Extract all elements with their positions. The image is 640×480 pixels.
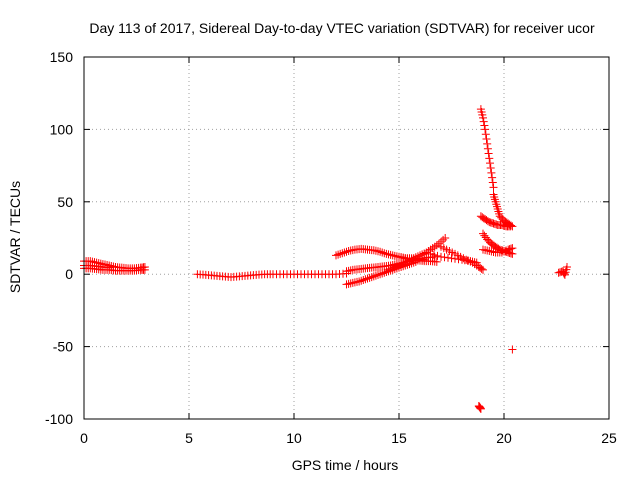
data-point — [392, 261, 401, 270]
data-point — [433, 251, 442, 260]
data-point — [367, 273, 376, 282]
data-point — [378, 269, 387, 278]
data-point — [481, 125, 490, 134]
data-point — [369, 272, 378, 281]
data-point — [477, 264, 486, 273]
grid — [84, 57, 609, 419]
data-point — [380, 268, 389, 277]
data-point — [464, 256, 473, 265]
data-point — [432, 257, 441, 266]
data-point — [508, 244, 517, 253]
x-tick-label: 0 — [80, 430, 88, 446]
data-point — [397, 260, 406, 269]
data-point — [355, 277, 364, 286]
data-point — [486, 159, 494, 168]
data-point — [430, 250, 438, 259]
data-point — [338, 249, 347, 258]
data-point — [422, 248, 431, 257]
y-tick-label: 0 — [65, 266, 73, 282]
data-point — [439, 235, 448, 244]
data-point — [479, 113, 487, 122]
data-point — [484, 149, 493, 158]
data-point — [428, 244, 437, 253]
data-point — [506, 222, 515, 231]
x-tick-label: 10 — [286, 430, 302, 446]
data-point — [380, 249, 389, 258]
data-point — [476, 404, 485, 413]
x-tick-label: 15 — [391, 430, 407, 446]
data-point — [483, 144, 492, 153]
y-axis-label: SDTVAR / TECUs — [7, 181, 23, 293]
data-point — [470, 260, 479, 269]
data-point — [508, 345, 517, 354]
y-tick-label: 50 — [57, 194, 73, 210]
data-point — [497, 248, 506, 257]
data-point — [332, 251, 340, 260]
data-point — [479, 117, 488, 126]
data-point — [386, 264, 395, 273]
data-point — [140, 265, 149, 274]
plot-frame — [83, 56, 610, 420]
data-point — [500, 247, 508, 256]
y-tick-label: 150 — [50, 49, 74, 65]
data-point — [462, 255, 471, 264]
data-point — [466, 257, 475, 266]
data-point — [486, 164, 495, 173]
data-point — [483, 139, 492, 148]
data-point — [395, 261, 403, 270]
data-point — [441, 234, 450, 242]
data-point — [342, 247, 351, 256]
x-axis-label: GPS time / hours — [292, 457, 399, 473]
data-point — [488, 178, 497, 187]
data-point — [359, 275, 368, 284]
data-point — [479, 265, 487, 274]
data-point — [489, 183, 498, 192]
data-point — [371, 271, 380, 280]
chart-title: Day 113 of 2017, Sidereal Day-to-day VTE… — [89, 20, 595, 36]
data-point — [376, 247, 385, 256]
data-point — [487, 168, 496, 177]
data-point — [363, 274, 372, 283]
data-point — [488, 173, 497, 182]
data-point — [361, 275, 370, 284]
data-point — [378, 248, 387, 257]
data-point — [482, 135, 491, 144]
data-point — [390, 262, 399, 271]
data-point — [426, 249, 435, 258]
y-tick-label: 100 — [50, 121, 74, 137]
data-point — [105, 263, 114, 272]
data-point — [336, 249, 345, 258]
data-point — [357, 276, 366, 285]
data-points — [80, 105, 571, 413]
data-point — [365, 273, 374, 282]
data-point — [432, 241, 441, 250]
data-point — [563, 262, 571, 271]
data-point — [481, 130, 490, 139]
x-tick-label: 25 — [601, 430, 617, 446]
data-point — [374, 270, 382, 279]
data-point — [340, 248, 349, 257]
data-point — [485, 154, 494, 163]
x-tick-label: 5 — [185, 430, 193, 446]
data-point — [384, 265, 393, 274]
y-tick-label: -50 — [53, 339, 73, 355]
data-point — [468, 258, 477, 267]
data-point — [560, 269, 569, 278]
x-tick-label: 20 — [496, 430, 512, 446]
data-point — [502, 246, 511, 255]
data-point — [334, 250, 343, 259]
axis-ticks: 0 5 10 15 20 25 -100 -50 0 50 100 150 — [45, 49, 617, 446]
data-point — [376, 270, 385, 279]
y-tick-label: -100 — [45, 411, 73, 427]
data-point — [480, 121, 489, 130]
data-point — [388, 263, 397, 272]
